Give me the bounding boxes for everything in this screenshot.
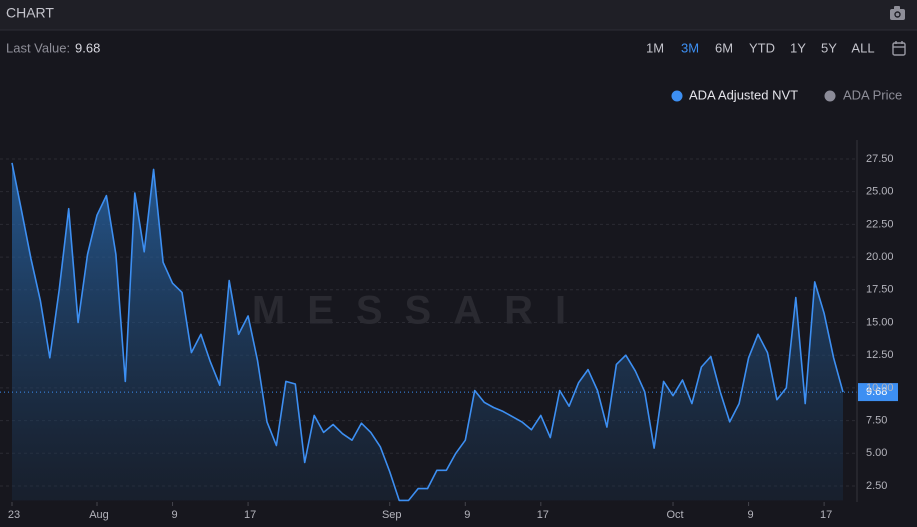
plot: 9.68 <box>0 162 898 502</box>
y-tick-label: 20.00 <box>866 251 894 263</box>
y-tick-label: 22.50 <box>866 218 894 230</box>
range-button[interactable]: 1Y <box>790 40 806 55</box>
x-tick-label: 17 <box>820 509 832 521</box>
y-tick-label: 5.00 <box>866 447 887 459</box>
legend-swatch <box>824 90 836 102</box>
last-value-tag-label: 9.68 <box>866 386 887 398</box>
legend: ADA Adjusted NVT ADA Price <box>671 87 902 102</box>
x-tick-label: Aug <box>89 509 109 521</box>
y-tick-label: 25.00 <box>866 186 894 198</box>
legend-swatch <box>671 90 683 102</box>
last-value-tag <box>858 383 898 402</box>
camera-icon[interactable] <box>890 6 905 20</box>
y-tick-label: 17.50 <box>866 284 894 296</box>
last-value-caption: Last Value: <box>6 40 70 55</box>
range-button[interactable]: 5Y <box>821 40 837 55</box>
range-button[interactable]: 6M <box>715 40 733 55</box>
y-tick-label: 27.50 <box>866 153 894 165</box>
header-title: CHART <box>6 5 54 21</box>
y-tick-label: 7.50 <box>866 415 887 427</box>
x-tick-label: 9 <box>171 509 177 521</box>
x-tick-label: 23 <box>8 509 20 521</box>
line <box>11 162 844 502</box>
y-tick-label: 10.00 <box>866 382 894 394</box>
header-bar <box>0 0 917 30</box>
calendar-icon[interactable] <box>892 41 906 56</box>
range-button[interactable]: 1M <box>646 40 664 55</box>
x-tick-label: Oct <box>666 509 683 521</box>
x-tick-label: 9 <box>748 509 754 521</box>
legend-label[interactable]: ADA Adjusted NVT <box>689 87 798 102</box>
x-tick-label: 17 <box>244 509 256 521</box>
grid <box>0 158 855 487</box>
range-buttons: 1M 3M 6M YTD 1Y 5Y ALL <box>646 40 875 55</box>
y-tick-label: 2.50 <box>866 480 887 492</box>
legend-label[interactable]: ADA Price <box>843 87 902 102</box>
y-tick-label: 12.50 <box>866 349 894 361</box>
x-tick-label: 17 <box>537 509 549 521</box>
last-value: 9.68 <box>75 40 100 55</box>
y-tick-label: 15.00 <box>866 316 894 328</box>
watermark: MESSARI <box>252 289 588 333</box>
axes: 2.50 5.00 7.50 10.00 12.50 15.00 17.50 20.00 22.… <box>8 140 894 521</box>
area <box>12 162 843 501</box>
x-tick-label: Sep <box>382 509 402 521</box>
range-button[interactable]: ALL <box>851 40 874 55</box>
range-button[interactable]: YTD <box>749 40 775 55</box>
x-tick-label: 9 <box>464 509 470 521</box>
range-button[interactable]: 3M <box>681 40 699 55</box>
